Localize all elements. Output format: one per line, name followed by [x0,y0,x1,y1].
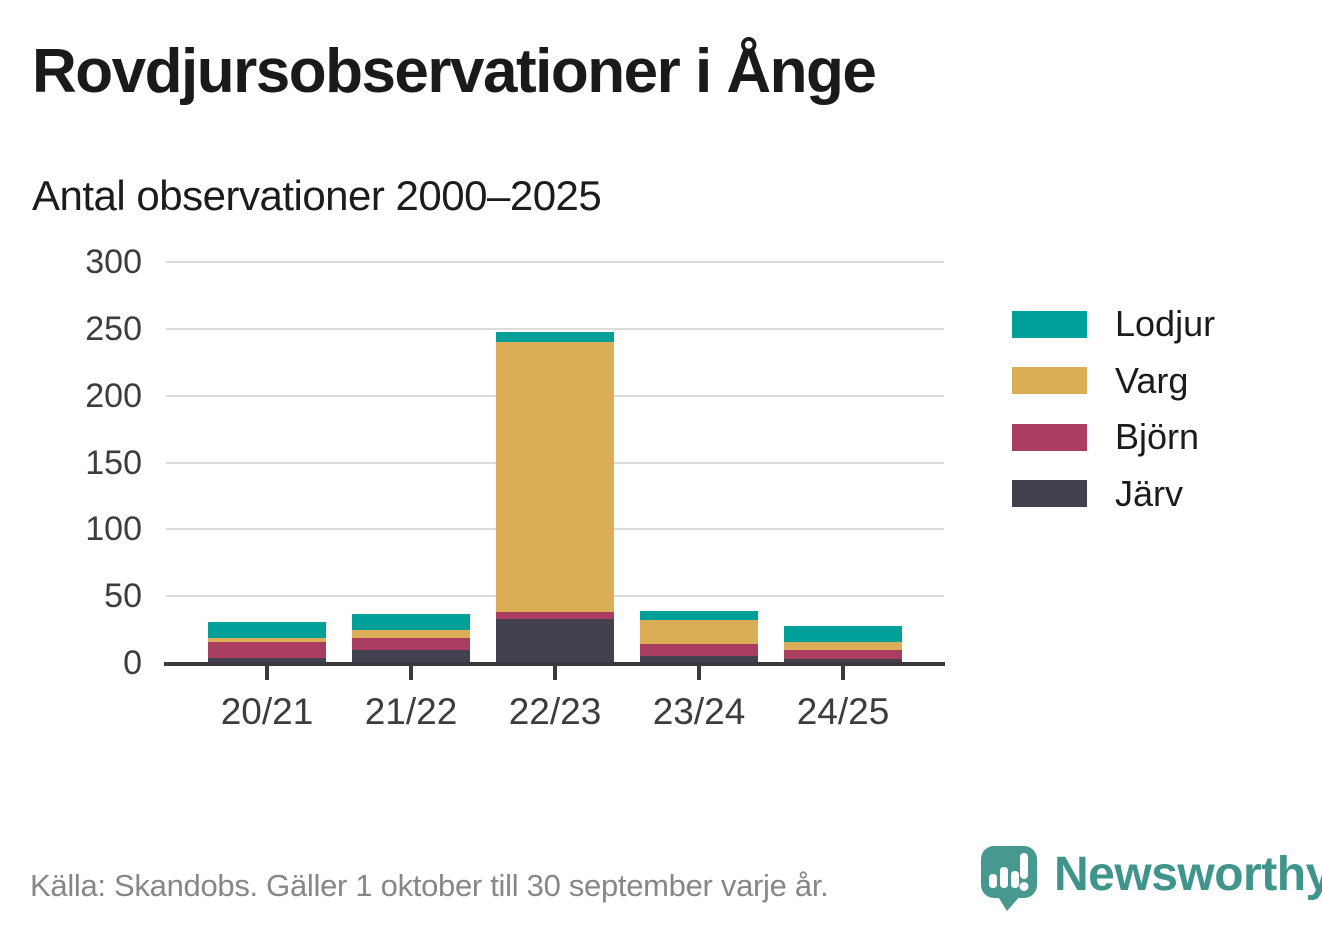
bar-segment-järv-22/23 [496,618,614,663]
x-tick-20/21 [265,666,269,680]
bar-segment-järv-21/22 [352,649,470,663]
bar-segment-lodjur-24/25 [784,625,902,642]
legend-item-varg: Varg [1012,360,1188,402]
bar-segment-björn-22/23 [496,612,614,619]
y-tick-label: 300 [85,243,142,281]
bar-segment-björn-20/21 [208,641,326,658]
bar-segment-björn-24/25 [784,649,902,659]
x-axis-line [164,662,945,666]
legend-item-lodjur: Lodjur [1012,303,1215,345]
bar-segment-järv-23/24 [640,656,758,663]
bar-segment-björn-21/22 [352,637,470,650]
x-tick-label: 20/21 [220,691,314,732]
legend-label: Lodjur [1115,303,1216,344]
legend-swatch-varg [1012,367,1087,394]
bar-segment-lodjur-21/22 [352,613,470,630]
chart-subtitle: Antal observationer 2000–2025 [32,172,602,219]
y-tick-label: 50 [104,577,142,616]
bar-segment-björn-23/24 [640,644,758,657]
bar-segment-varg-24/25 [784,641,902,650]
bar-segment-järv-24/25 [784,658,902,663]
bar-segment-lodjur-20/21 [208,621,326,638]
legend-item-järv: Järv [1012,473,1183,515]
legend-label: Järv [1115,472,1184,514]
chart-title: Rovdjursobservationer i Ånge [32,37,877,106]
bar-segment-varg-20/21 [208,637,326,642]
y-tick-label: 250 [85,309,142,348]
bar-segment-varg-21/22 [352,629,470,638]
gridline-300 [166,261,944,263]
y-tick-label: 0 [123,644,142,682]
bar-segment-lodjur-23/24 [640,610,758,621]
brand-name: Newsworthy [1054,848,1322,901]
newsworthy-logo-icon [981,846,1037,911]
legend-swatch-lodjur [1012,310,1087,338]
y-tick-label: 200 [85,376,142,415]
x-tick-label: 24/25 [796,691,890,732]
x-tick-label: 22/23 [508,691,602,732]
brand-footer: Newsworthy [980,845,1322,912]
legend-swatch-björn [1012,423,1087,451]
legend-swatch-järv [1012,480,1087,507]
y-tick-label: 150 [85,443,142,482]
x-tick-label: 23/24 [652,691,746,732]
gridline-250 [166,327,944,330]
y-tick-label: 100 [85,510,142,549]
bar-segment-järv-20/21 [208,657,326,663]
bar-segment-varg-22/23 [496,342,614,613]
legend-label: Varg [1115,359,1189,401]
bar-segment-lodjur-22/23 [496,331,614,343]
x-tick-21/22 [409,666,413,680]
source-note: Källa: Skandobs. Gäller 1 oktober till 3… [30,868,829,903]
x-tick-22/23 [553,666,557,680]
x-tick-24/25 [841,666,845,680]
legend-label: Björn [1115,416,1200,457]
bar-segment-varg-23/24 [640,620,758,645]
x-tick-label: 21/22 [364,691,458,732]
legend-item-björn: Björn [1012,416,1199,458]
x-tick-23/24 [697,666,701,680]
